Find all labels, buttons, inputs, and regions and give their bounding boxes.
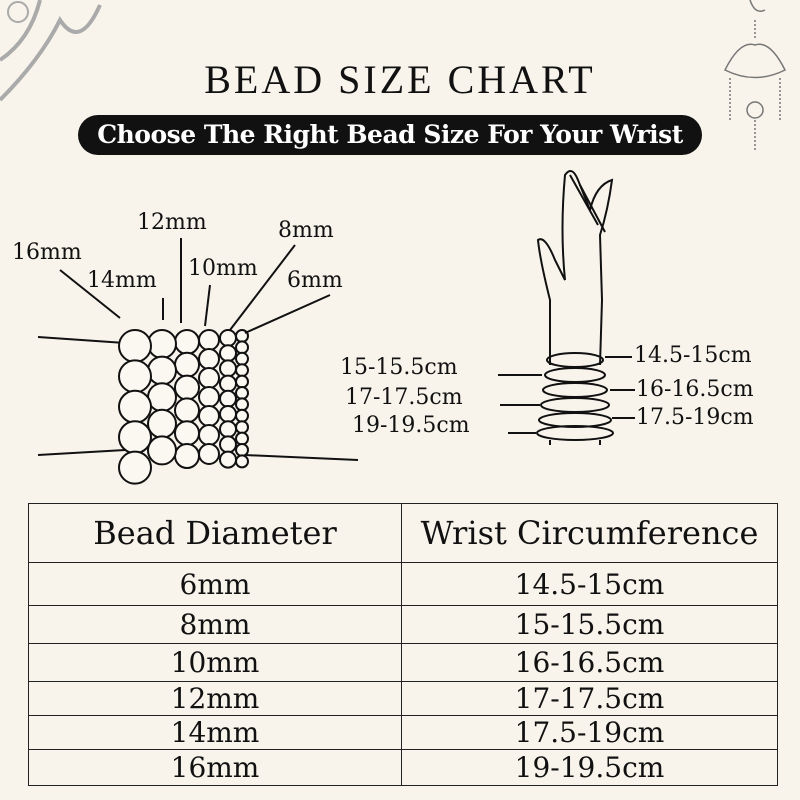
bead [198,405,220,427]
bracelet-stack-illustration [37,238,359,485]
bead [219,359,237,378]
table-header-row: Bead Diameter Wrist Circumference [28,503,778,563]
wrist-cell: 17-17.5cm [401,681,778,716]
bead-label-16mm: 16mm [12,240,82,265]
bead [235,454,249,469]
bead-label-12mm: 12mm [137,210,207,235]
bead [235,351,249,366]
bead-label-6mm: 6mm [287,268,343,293]
bead-label-14mm: 14mm [87,268,157,293]
bead [235,340,249,355]
bead-cell: 14mm [28,715,402,750]
wrist-label-left: 19-19.5cm [352,413,470,438]
wrist-label-left: 17-17.5cm [345,385,463,410]
bead [235,374,249,389]
wrist-illustration [498,170,635,445]
bead [174,397,200,424]
lotus-corner-icon [0,0,102,102]
wrist-cell: 14.5-15cm [401,562,778,606]
page-title: BEAD SIZE CHART [204,57,596,102]
bead-label-8mm: 8mm [278,218,334,243]
bead [147,408,177,439]
bead [219,374,237,393]
bead [118,450,152,485]
wrist-label-right: 16-16.5cm [636,377,754,402]
table-row: 14mm 17.5-19cm [28,715,778,750]
wrist-cell: 17.5-19cm [401,715,778,750]
bead [118,329,152,363]
bead [219,405,237,423]
wrist-label-left: 15-15.5cm [340,355,458,380]
bead [174,351,200,378]
bead [174,443,200,469]
bead [198,386,220,408]
bead [235,431,249,446]
lotus-hanging-icon [723,0,787,150]
bead [198,348,220,370]
bead [147,382,177,413]
bead [235,397,249,412]
bead [219,344,237,363]
bead [219,435,237,454]
bead [147,435,177,466]
bead [219,420,237,439]
bead [198,443,220,465]
bead [147,355,177,386]
bead [219,329,237,347]
column-header: Bead Diameter [28,503,402,563]
bead [235,386,249,400]
decorations [0,0,787,485]
bead-label-10mm: 10mm [188,256,258,281]
table-row: 10mm 16-16.5cm [28,643,778,682]
bead [174,374,200,401]
bead [147,329,177,359]
bead [219,450,237,469]
table-row: 12mm 17-17.5cm [28,681,778,716]
table-row: 16mm 19-19.5cm [28,749,778,786]
bead [198,424,220,446]
bead [235,408,249,423]
table-row: 8mm 15-15.5cm [28,605,778,644]
column-header: Wrist Circumference [401,503,778,563]
bead-cell: 6mm [28,562,402,606]
bead [198,367,220,389]
subtitle-banner: Choose The Right Bead Size For Your Wris… [78,115,702,155]
wrist-label-right: 17.5-19cm [636,405,754,430]
size-table: Bead Diameter Wrist Circumference 6mm 14.… [28,503,778,786]
bead [174,329,200,355]
bead [198,329,220,351]
bead-cell: 8mm [28,605,402,644]
wrist-cell: 15-15.5cm [401,605,778,644]
wrist-cell: 19-19.5cm [401,749,778,786]
bead-cell: 12mm [28,681,402,716]
bead [118,359,152,394]
bead [235,363,249,378]
wrist-cell: 16-16.5cm [401,643,778,682]
bead [219,389,237,408]
bead [235,420,249,435]
bead [174,420,200,447]
wrist-label-right: 14.5-15cm [634,343,752,368]
bead [235,443,249,457]
table-row: 6mm 14.5-15cm [28,562,778,606]
bead [118,420,152,455]
bead-cell: 16mm [28,749,402,786]
bead [118,389,152,424]
bead-cell: 10mm [28,643,402,682]
